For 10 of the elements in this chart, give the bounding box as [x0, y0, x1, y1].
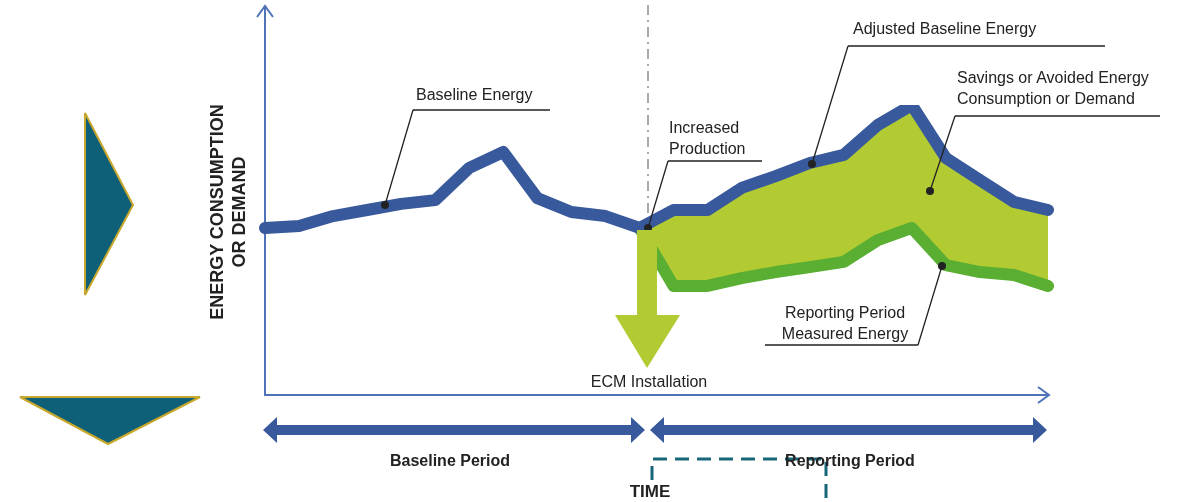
y-axis-title: ENERGY CONSUMPTION OR DEMAND: [206, 103, 250, 322]
text: Savings or Avoided Energy Consumption or Demand: [957, 68, 1150, 109]
annotation: Increased Production: [669, 118, 747, 159]
annotation: ECM Installation: [590, 372, 708, 392]
text: Adjusted Baseline Energy: [853, 19, 1037, 39]
text: Baseline Energy: [416, 85, 533, 105]
text: TIME: [626, 481, 674, 502]
text: Reporting Period Measured Energy: [780, 303, 910, 344]
text: Reporting Period: [785, 451, 915, 471]
text: Baseline Period: [389, 451, 511, 471]
